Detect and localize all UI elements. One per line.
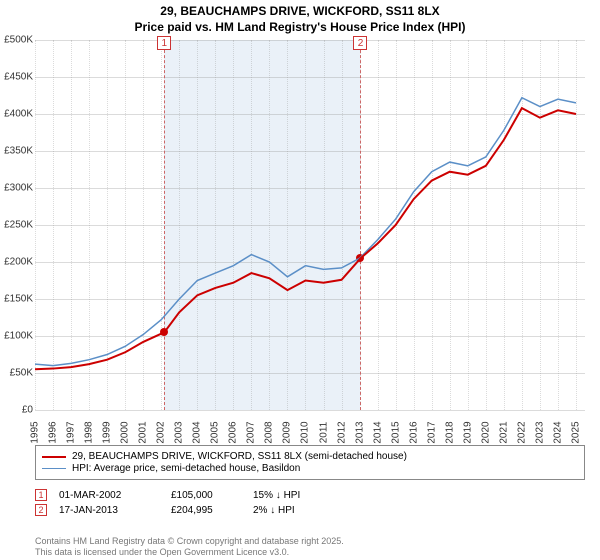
x-axis-label: 2025: [570, 421, 581, 443]
chart-title: 29, BEAUCHAMPS DRIVE, WICKFORD, SS11 8LX…: [0, 0, 600, 35]
x-axis-label: 2011: [318, 422, 329, 444]
sale-row: 1 01-MAR-2002 £105,000 15% ↓ HPI: [35, 489, 585, 501]
sale-marker-icon: 2: [35, 504, 47, 516]
footer-attribution: Contains HM Land Registry data © Crown c…: [35, 536, 344, 558]
x-axis-label: 2020: [480, 421, 491, 443]
grid-line-h: [35, 410, 585, 411]
y-axis-label: £100K: [0, 331, 33, 342]
x-axis-label: 1999: [102, 421, 113, 443]
x-axis-label: 2014: [372, 421, 383, 443]
x-axis-label: 2012: [336, 421, 347, 443]
x-axis-label: 2000: [120, 421, 131, 443]
x-axis-label: 2015: [390, 421, 401, 443]
y-axis-label: £0: [0, 405, 33, 416]
legend-label: HPI: Average price, semi-detached house,…: [72, 463, 300, 474]
x-axis-label: 2007: [246, 421, 257, 443]
x-axis-label: 2010: [300, 421, 311, 443]
x-axis-label: 2024: [552, 421, 563, 443]
x-axis-label: 2003: [174, 421, 185, 443]
x-axis-label: 2001: [138, 421, 149, 443]
sale-date: 17-JAN-2013: [59, 505, 159, 516]
sales-table: 1 01-MAR-2002 £105,000 15% ↓ HPI 2 17-JAN-201…: [35, 486, 585, 519]
title-line-2: Price paid vs. HM Land Registry's House …: [0, 20, 600, 36]
x-axis-label: 2023: [534, 421, 545, 443]
x-axis-label: 2021: [498, 421, 509, 443]
x-axis-label: 2013: [354, 421, 365, 443]
legend-label: 29, BEAUCHAMPS DRIVE, WICKFORD, SS11 8LX…: [72, 451, 407, 462]
y-axis-label: £250K: [0, 220, 33, 231]
x-axis-label: 2017: [426, 421, 437, 443]
y-axis-label: £200K: [0, 257, 33, 268]
x-axis-label: 1998: [84, 421, 95, 443]
y-axis-label: £500K: [0, 35, 33, 46]
y-axis-label: £350K: [0, 146, 33, 157]
legend-swatch: [42, 468, 66, 470]
sale-hpi-diff: 15% ↓ HPI: [253, 490, 333, 501]
legend-item: 29, BEAUCHAMPS DRIVE, WICKFORD, SS11 8LX…: [42, 451, 578, 462]
series-svg: [35, 40, 585, 410]
x-axis-label: 1996: [48, 421, 59, 443]
y-axis-label: £300K: [0, 183, 33, 194]
sale-price: £204,995: [171, 505, 241, 516]
legend: 29, BEAUCHAMPS DRIVE, WICKFORD, SS11 8LX…: [35, 445, 585, 480]
y-axis-label: £50K: [0, 368, 33, 379]
x-axis-label: 2022: [516, 421, 527, 443]
y-axis-label: £450K: [0, 72, 33, 83]
y-axis-label: £400K: [0, 109, 33, 120]
x-axis-label: 1995: [30, 421, 41, 443]
plot-area: £0£50K£100K£150K£200K£250K£300K£350K£400…: [35, 40, 585, 410]
x-axis-label: 2005: [210, 421, 221, 443]
x-axis-label: 2019: [462, 421, 473, 443]
x-axis-label: 1997: [66, 421, 77, 443]
sale-date: 01-MAR-2002: [59, 490, 159, 501]
x-axis-label: 2006: [228, 421, 239, 443]
series-hpi: [35, 98, 576, 366]
x-axis-label: 2004: [192, 421, 203, 443]
sale-marker-icon: 1: [35, 489, 47, 501]
sale-hpi-diff: 2% ↓ HPI: [253, 505, 333, 516]
x-axis-label: 2016: [408, 421, 419, 443]
sale-row: 2 17-JAN-2013 £204,995 2% ↓ HPI: [35, 504, 585, 516]
x-axis-label: 2008: [264, 421, 275, 443]
footer-line-1: Contains HM Land Registry data © Crown c…: [35, 536, 344, 547]
title-line-1: 29, BEAUCHAMPS DRIVE, WICKFORD, SS11 8LX: [0, 4, 600, 20]
y-axis-label: £150K: [0, 294, 33, 305]
x-axis-label: 2009: [282, 421, 293, 443]
sale-price: £105,000: [171, 490, 241, 501]
legend-swatch: [42, 456, 66, 458]
legend-item: HPI: Average price, semi-detached house,…: [42, 463, 578, 474]
series-price-paid: [35, 108, 576, 369]
x-axis-label: 2002: [156, 421, 167, 443]
x-axis-label: 2018: [444, 421, 455, 443]
footer-line-2: This data is licensed under the Open Gov…: [35, 547, 344, 558]
